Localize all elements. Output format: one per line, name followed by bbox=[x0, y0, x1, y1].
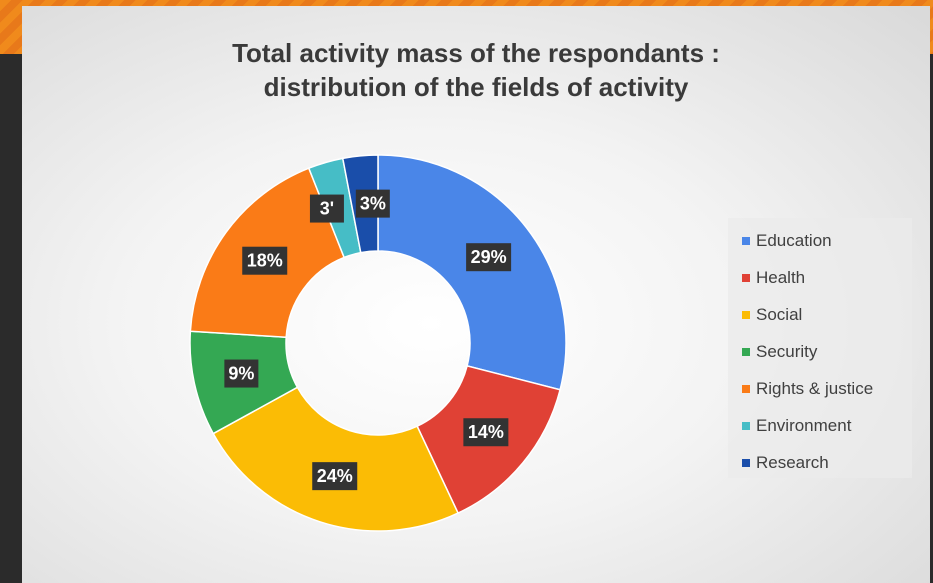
data-label-box bbox=[355, 189, 390, 218]
chart-legend: Education Health Social Security Rights … bbox=[728, 218, 912, 478]
legend-swatch bbox=[742, 236, 750, 245]
legend-item-environment: Environment bbox=[742, 407, 912, 444]
legend-swatch bbox=[742, 384, 750, 393]
legend-label: Education bbox=[756, 230, 832, 250]
data-label-text: 3% bbox=[360, 194, 386, 214]
legend-swatch bbox=[742, 458, 750, 467]
data-label: 3% bbox=[355, 189, 390, 218]
legend-item-health: Health bbox=[742, 259, 912, 296]
legend-label: Security bbox=[756, 341, 818, 361]
chart-title: Total activity mass of the respondants :… bbox=[22, 36, 930, 104]
chart-title-line1: Total activity mass of the respondants : bbox=[232, 38, 720, 68]
legend-swatch bbox=[742, 421, 750, 430]
donut-slice-social bbox=[212, 386, 460, 532]
legend-swatch bbox=[742, 273, 750, 282]
data-label-text: 18% bbox=[247, 251, 283, 271]
legend-item-research: Research bbox=[742, 444, 912, 481]
chart-title-line2: distribution of the fields of activity bbox=[263, 72, 689, 102]
legend-item-rights-justice: Rights & justice bbox=[742, 370, 912, 407]
data-label-box bbox=[312, 462, 358, 491]
legend-swatch bbox=[742, 347, 750, 356]
legend-label: Health bbox=[756, 267, 806, 287]
data-label-text: 29% bbox=[471, 247, 507, 267]
data-label-text: 9% bbox=[228, 364, 254, 384]
data-label: 24% bbox=[312, 462, 358, 491]
legend-item-social: Social bbox=[742, 296, 912, 333]
legend-label: Research bbox=[756, 452, 829, 472]
legend-item-security: Security bbox=[742, 333, 912, 370]
data-label-text: 24% bbox=[317, 466, 353, 486]
legend-label: Rights & justice bbox=[756, 378, 874, 398]
data-label-text: 3' bbox=[320, 199, 334, 219]
data-label-box bbox=[466, 243, 512, 272]
legend-label: Environment bbox=[756, 415, 852, 435]
data-label: 14% bbox=[463, 418, 509, 447]
data-label-text: 14% bbox=[468, 422, 504, 442]
data-label-box bbox=[309, 194, 344, 223]
data-label: 29% bbox=[466, 243, 512, 272]
data-label: 3' bbox=[309, 194, 344, 223]
legend-label: Social bbox=[756, 304, 803, 324]
data-label: 9% bbox=[224, 359, 259, 388]
data-label: 18% bbox=[242, 246, 288, 275]
data-label-box bbox=[242, 246, 288, 275]
legend-swatch bbox=[742, 310, 750, 319]
data-label-box bbox=[463, 418, 509, 447]
donut-slice-education bbox=[377, 154, 567, 391]
data-label-box bbox=[224, 359, 259, 388]
legend-item-education: Education bbox=[742, 222, 912, 259]
